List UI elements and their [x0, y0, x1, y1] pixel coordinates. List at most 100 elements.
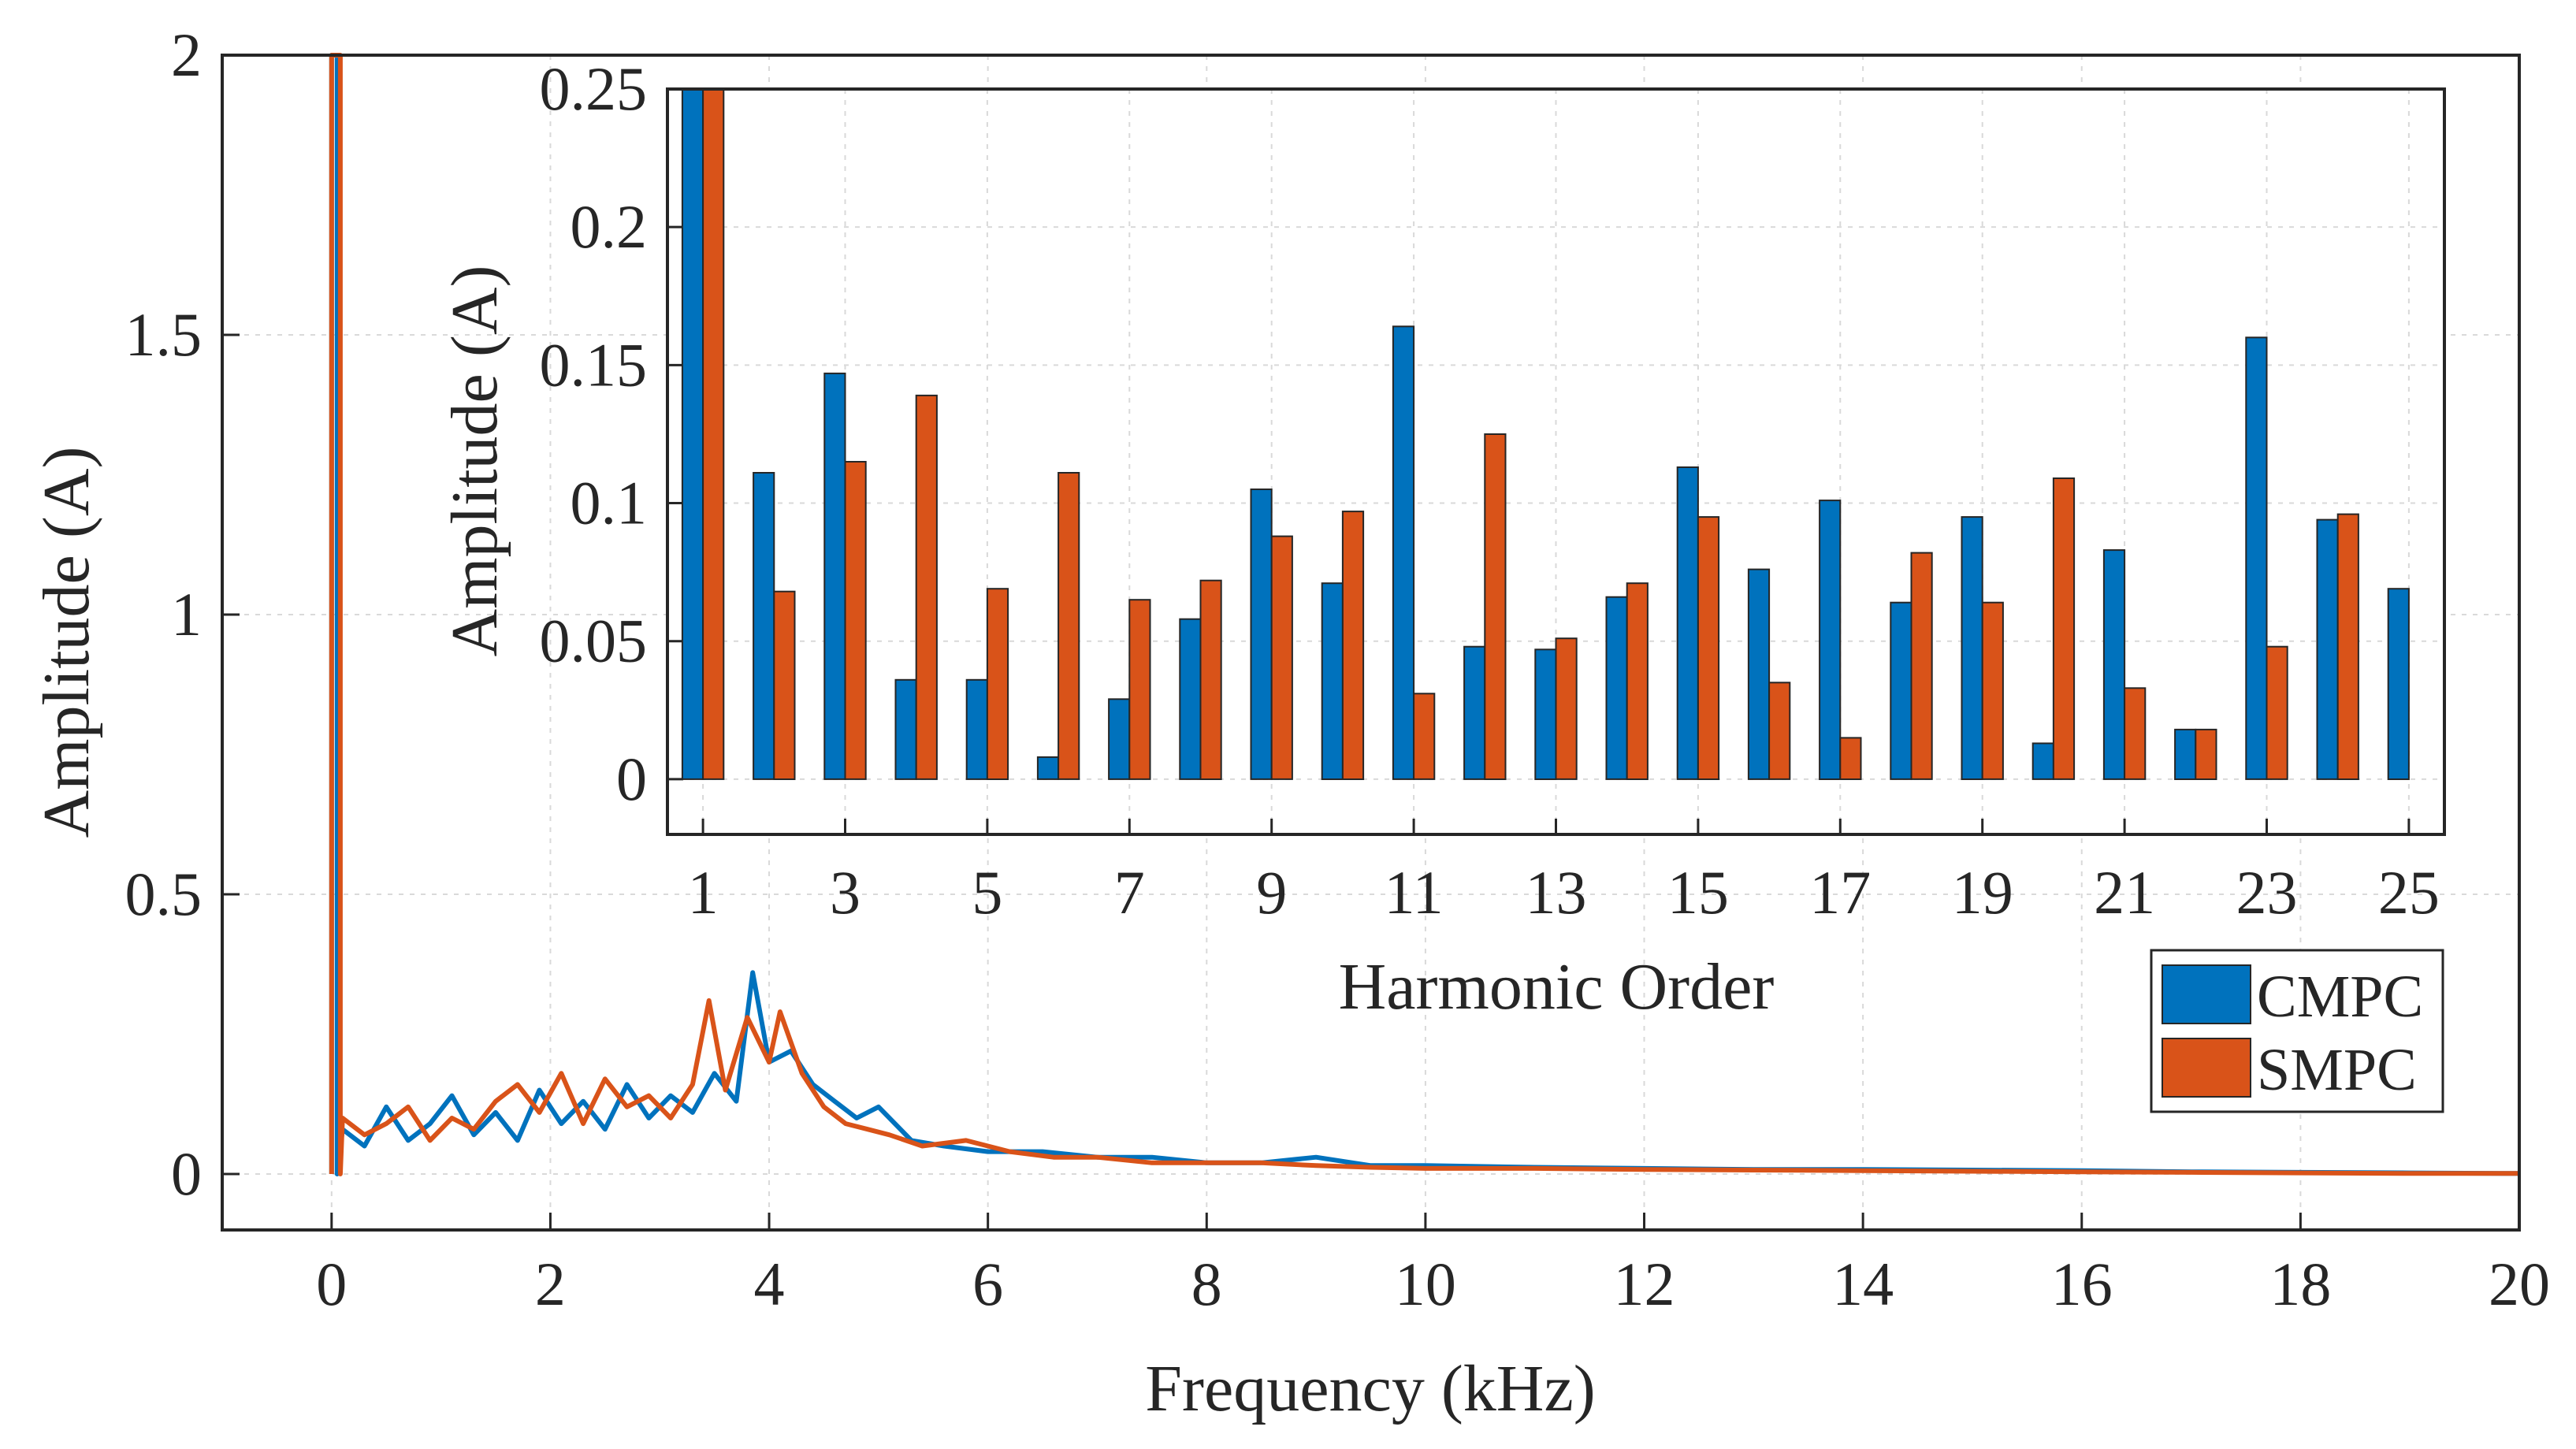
main-axes-frame — [221, 54, 2521, 1232]
inset-x-tick-label: 7 — [1114, 858, 1145, 927]
inset-x-tick-label: 11 — [1385, 858, 1444, 927]
inset-bar-cmpc-h1 — [681, 88, 704, 780]
main-x-tick-label: 16 — [2051, 1250, 2113, 1318]
inset-x-tick-label: 5 — [972, 858, 1002, 927]
inset-bar-cmpc-h22 — [2174, 728, 2197, 781]
inset-bar-cmpc-h21 — [2102, 549, 2126, 780]
inset-bar-smpc-h10 — [1341, 511, 1365, 780]
inset-bar-smpc-h13 — [1555, 637, 1578, 780]
inset-bar-smpc-h16 — [1768, 682, 1791, 780]
inset-bar-smpc-h24 — [2336, 513, 2359, 780]
inset-bar-smpc-h18 — [1910, 552, 1933, 780]
inset-x-tick-label: 15 — [1667, 858, 1729, 927]
main-tick-labels: 0 2 4 6 8 10 12 14 16 18 20 0 0.5 1 1.5 2 — [125, 20, 2551, 1318]
inset-bar-smpc-h2 — [773, 590, 796, 781]
inset-bar-cmpc-h15 — [1676, 466, 1699, 780]
inset-bar-smpc-h11 — [1413, 693, 1436, 780]
inset-bar-smpc-h21 — [2124, 687, 2147, 780]
inset-bar-cmpc-h5 — [965, 678, 988, 780]
inset-bar-smpc-h14 — [1626, 582, 1649, 781]
legend-label-cmpc: CMPC — [2257, 964, 2423, 1030]
main-x-tick-label: 6 — [972, 1250, 1003, 1318]
inset-bar-cmpc-h13 — [1534, 648, 1557, 780]
inset-y-tick-label: 0.1 — [571, 469, 648, 537]
inset-bar-cmpc-h11 — [1392, 325, 1415, 780]
inset-bar-cmpc-h2 — [753, 472, 775, 780]
inset-bar-smpc-h17 — [1839, 737, 1862, 781]
inset-bar-smpc-h20 — [2052, 477, 2076, 780]
inset-bar-cmpc-h17 — [1819, 500, 1842, 780]
main-x-tick-label: 10 — [1395, 1250, 1456, 1318]
legend-swatch-smpc — [2162, 1038, 2251, 1098]
inset-bar-smpc-h12 — [1484, 433, 1507, 780]
main-x-tick-label: 8 — [1191, 1250, 1222, 1318]
inset-bar-smpc-h15 — [1697, 516, 1720, 780]
inset-bar-smpc-h9 — [1270, 535, 1293, 780]
inset-y-tick-label: 0.05 — [540, 607, 648, 675]
inset-bar-smpc-h19 — [1981, 601, 2004, 780]
inset-bars — [681, 88, 2410, 781]
inset-bar-smpc-h22 — [2195, 728, 2217, 781]
inset-bar-smpc-h1 — [702, 88, 725, 780]
inset-bar-cmpc-h19 — [1961, 516, 1983, 780]
inset-x-tick-label: 21 — [2094, 858, 2155, 927]
inset-bar-cmpc-h23 — [2245, 336, 2268, 780]
legend-swatch-cmpc — [2162, 964, 2251, 1024]
inset-bar-cmpc-h16 — [1747, 568, 1771, 780]
inset-bar-cmpc-h24 — [2316, 518, 2339, 780]
main-x-axis-label: Frequency (kHz) — [1145, 1352, 1595, 1425]
inset-x-tick-label: 3 — [830, 858, 861, 927]
main-y-tick-label: 1.5 — [125, 300, 203, 369]
inset-bar-cmpc-h20 — [2031, 742, 2054, 780]
main-x-tick-label: 0 — [316, 1250, 347, 1318]
inset-bar-cmpc-h3 — [823, 372, 846, 780]
inset-axes-frame — [666, 87, 2446, 836]
inset-bar-smpc-h23 — [2266, 645, 2288, 780]
main-x-tick-label: 4 — [754, 1250, 785, 1318]
main-plot-lines — [329, 53, 2520, 1176]
inset-bar-cmpc-h6 — [1036, 756, 1060, 780]
main-y-axis-label: Amplitude (A) — [30, 447, 103, 838]
inset-bar-cmpc-h14 — [1605, 596, 1628, 780]
inset-y-tick-label: 0.2 — [571, 192, 648, 261]
inset-bar-smpc-h8 — [1199, 579, 1222, 781]
inset-bar-cmpc-h10 — [1321, 582, 1344, 781]
main-y-tick-label: 2 — [171, 20, 202, 89]
inset-bar-smpc-h5 — [986, 588, 1009, 781]
inset-x-tick-label: 25 — [2378, 858, 2440, 927]
inset-bar-cmpc-h4 — [894, 678, 917, 780]
inset-x-tick-label: 1 — [688, 858, 719, 927]
inset-y-tick-label: 0.15 — [540, 330, 648, 399]
inset-bar-smpc-h4 — [915, 394, 938, 780]
inset-x-tick-label: 19 — [1952, 858, 2013, 927]
inset-y-tick-label: 0.25 — [540, 54, 648, 123]
main-y-tick-label: 0 — [171, 1139, 202, 1208]
main-y-tick-label: 0.5 — [125, 860, 203, 928]
main-line-smpc — [329, 53, 2519, 1176]
inset-bar-smpc-h7 — [1128, 599, 1151, 780]
inset-bar-cmpc-h7 — [1108, 698, 1131, 780]
inset-bar-cmpc-h18 — [1890, 601, 1912, 780]
inset-x-tick-label: 17 — [1809, 858, 1871, 927]
inset-bar-cmpc-h12 — [1463, 645, 1486, 780]
inset-bar-cmpc-h8 — [1179, 618, 1202, 780]
inset-y-tick-label: 0 — [616, 745, 647, 813]
main-x-tick-label: 12 — [1614, 1250, 1675, 1318]
inset-bar-cmpc-h25 — [2387, 588, 2410, 781]
inset-bar-smpc-h3 — [844, 461, 867, 780]
main-x-tick-label: 18 — [2269, 1250, 2331, 1318]
inset-bar-cmpc-h9 — [1250, 489, 1273, 780]
inset-y-axis-label: Amplitude (A) — [438, 266, 511, 657]
legend: CMPC SMPC — [2150, 949, 2444, 1113]
main-x-tick-label: 2 — [535, 1250, 566, 1318]
inset-x-axis-label: Harmonic Order — [1339, 950, 1775, 1024]
legend-label-smpc: SMPC — [2257, 1037, 2417, 1103]
inset-x-tick-label: 9 — [1256, 858, 1287, 927]
inset-bar-smpc-h6 — [1058, 472, 1080, 780]
inset-x-tick-label: 23 — [2236, 858, 2298, 927]
main-x-tick-label: 20 — [2489, 1250, 2550, 1318]
main-x-tick-label: 14 — [1832, 1250, 1894, 1318]
inset-x-tick-label: 13 — [1526, 858, 1587, 927]
